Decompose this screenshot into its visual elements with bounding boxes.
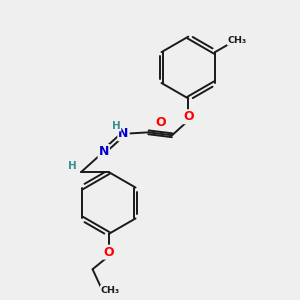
Text: CH₃: CH₃ xyxy=(228,36,247,45)
Text: O: O xyxy=(183,110,194,123)
Text: O: O xyxy=(155,116,166,128)
Text: N: N xyxy=(118,127,129,140)
Text: O: O xyxy=(103,246,114,259)
Text: N: N xyxy=(99,145,109,158)
Text: CH₃: CH₃ xyxy=(101,286,120,295)
Text: H: H xyxy=(112,121,121,130)
Text: H: H xyxy=(68,160,76,171)
